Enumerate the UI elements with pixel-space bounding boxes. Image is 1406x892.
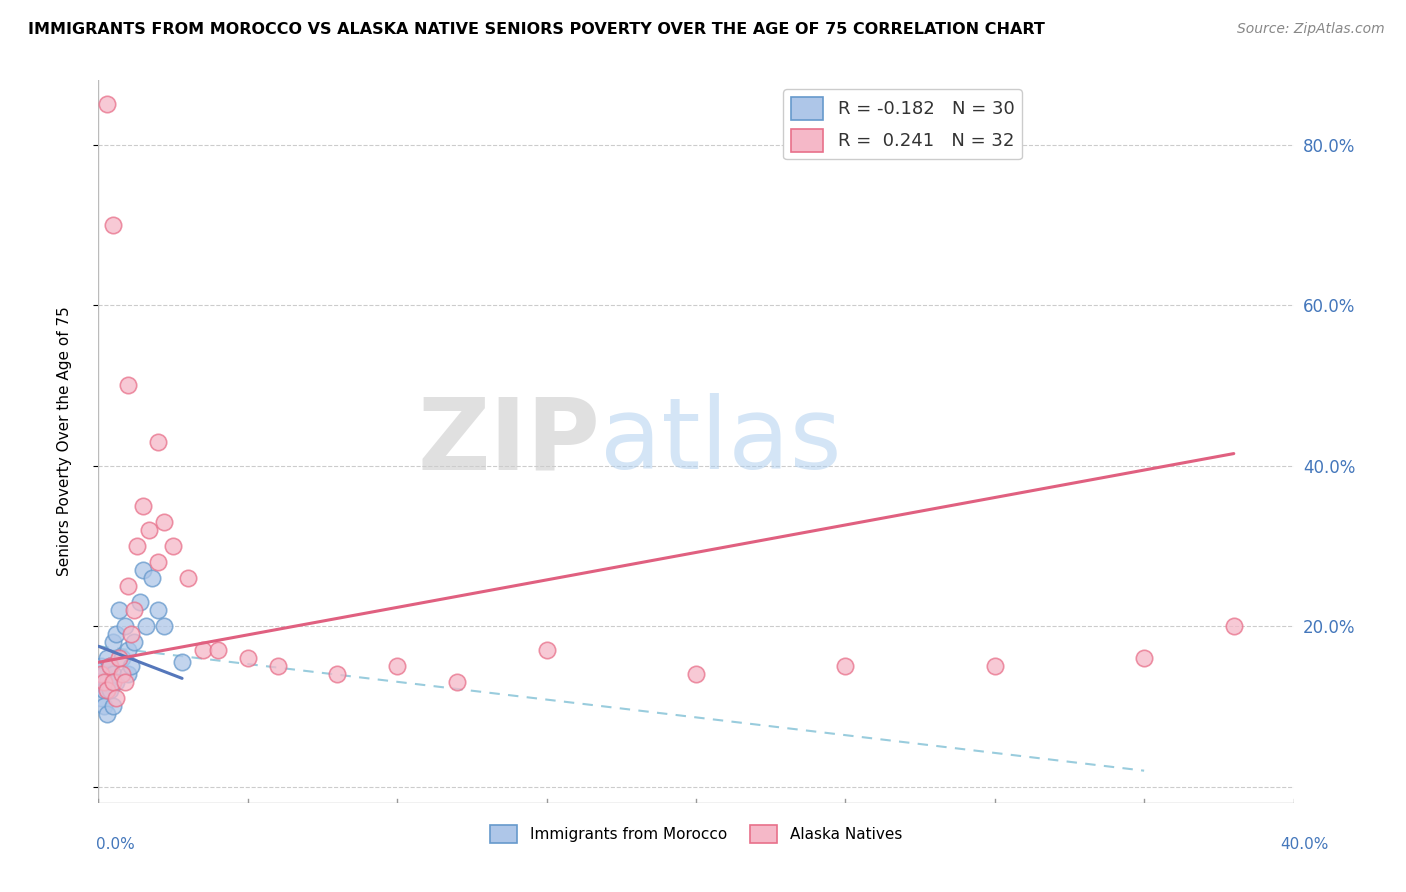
- Point: [834, 659, 856, 673]
- Point: [96, 97, 118, 112]
- Point: [117, 579, 139, 593]
- Point: [96, 683, 118, 698]
- Point: [207, 643, 229, 657]
- Point: [105, 691, 128, 706]
- Point: [111, 651, 134, 665]
- Point: [90, 691, 112, 706]
- Point: [117, 667, 139, 681]
- Point: [446, 675, 468, 690]
- Point: [98, 659, 122, 673]
- Point: [153, 619, 176, 633]
- Point: [148, 555, 170, 569]
- Point: [117, 378, 139, 392]
- Text: Source: ZipAtlas.com: Source: ZipAtlas.com: [1237, 22, 1385, 37]
- Point: [93, 675, 115, 690]
- Point: [127, 539, 149, 553]
- Point: [124, 603, 146, 617]
- Y-axis label: Seniors Poverty Over the Age of 75: Seniors Poverty Over the Age of 75: [58, 307, 72, 576]
- Point: [93, 699, 115, 714]
- Point: [96, 651, 118, 665]
- Point: [129, 595, 152, 609]
- Text: atlas: atlas: [600, 393, 842, 490]
- Point: [103, 635, 125, 649]
- Point: [111, 667, 134, 681]
- Point: [153, 515, 176, 529]
- Point: [124, 635, 146, 649]
- Point: [105, 627, 128, 641]
- Point: [114, 619, 136, 633]
- Point: [132, 563, 155, 577]
- Point: [132, 499, 155, 513]
- Point: [162, 539, 184, 553]
- Point: [103, 218, 125, 232]
- Point: [93, 667, 115, 681]
- Point: [120, 627, 142, 641]
- Point: [984, 659, 1007, 673]
- Point: [93, 683, 115, 698]
- Point: [536, 643, 558, 657]
- Point: [385, 659, 409, 673]
- Point: [148, 603, 170, 617]
- Point: [1133, 651, 1156, 665]
- Point: [96, 675, 118, 690]
- Point: [1223, 619, 1246, 633]
- Point: [103, 699, 125, 714]
- Point: [135, 619, 157, 633]
- Point: [177, 571, 200, 585]
- Point: [108, 651, 131, 665]
- Point: [138, 523, 160, 537]
- Point: [685, 667, 707, 681]
- Text: IMMIGRANTS FROM MOROCCO VS ALASKA NATIVE SENIORS POVERTY OVER THE AGE OF 75 CORR: IMMIGRANTS FROM MOROCCO VS ALASKA NATIVE…: [28, 22, 1045, 37]
- Point: [96, 707, 118, 722]
- Point: [103, 667, 125, 681]
- Point: [326, 667, 349, 681]
- Text: 40.0%: 40.0%: [1281, 838, 1329, 852]
- Text: 0.0%: 0.0%: [96, 838, 135, 852]
- Legend: Immigrants from Morocco, Alaska Natives: Immigrants from Morocco, Alaska Natives: [484, 819, 908, 849]
- Point: [90, 667, 112, 681]
- Point: [148, 434, 170, 449]
- Point: [267, 659, 290, 673]
- Point: [191, 643, 214, 657]
- Point: [120, 659, 142, 673]
- Point: [117, 643, 139, 657]
- Point: [98, 683, 122, 698]
- Point: [105, 675, 128, 690]
- Point: [141, 571, 163, 585]
- Point: [172, 655, 194, 669]
- Point: [103, 675, 125, 690]
- Text: ZIP: ZIP: [418, 393, 600, 490]
- Point: [236, 651, 259, 665]
- Point: [98, 659, 122, 673]
- Point: [114, 675, 136, 690]
- Point: [108, 603, 131, 617]
- Point: [90, 659, 112, 673]
- Point: [90, 675, 112, 690]
